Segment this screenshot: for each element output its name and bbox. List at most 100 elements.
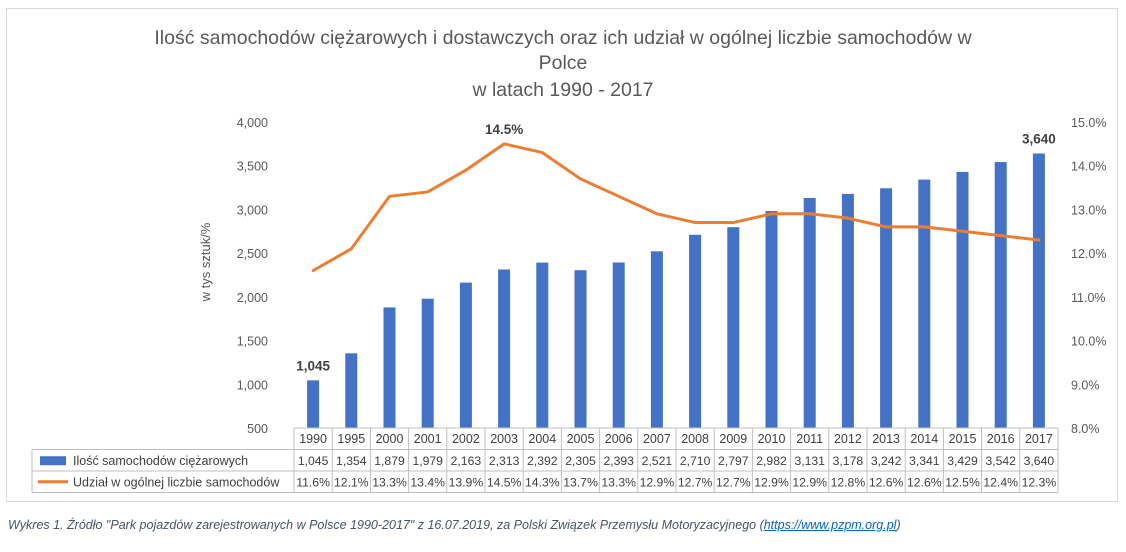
- table-cell: 3,640: [1024, 454, 1055, 468]
- x-tick-label: 1995: [337, 432, 365, 446]
- table-cell: 12.9%: [792, 475, 827, 489]
- table-cell: 12.1%: [334, 475, 369, 489]
- bar-2000: [383, 307, 396, 428]
- y2-tick-label: 14.0%: [1071, 160, 1106, 174]
- bar-2011: [803, 197, 816, 428]
- bar-1995: [345, 353, 358, 428]
- table-cell: 2,305: [565, 454, 596, 468]
- bar-2001: [421, 298, 434, 428]
- x-tick-label: 2002: [452, 432, 480, 446]
- table-cell: 2,521: [642, 454, 673, 468]
- caption-text: Wykres 1. Źródło "Park pojazdów zarejest…: [8, 518, 764, 532]
- table-cell: 12.9%: [640, 475, 675, 489]
- x-tick-label: 2010: [758, 432, 786, 446]
- source-link[interactable]: https://www.pzpm.org.pl: [763, 518, 897, 532]
- x-tick-label: 2008: [681, 432, 709, 446]
- bar-2008: [689, 234, 702, 428]
- x-tick-label: 2014: [910, 432, 938, 446]
- table-cell: 2,982: [756, 454, 787, 468]
- y2-tick-label: 12.0%: [1071, 247, 1106, 261]
- y-tick-label: 1,500: [237, 335, 268, 349]
- x-tick-label: 2012: [834, 432, 862, 446]
- data-label: 3,640: [1022, 131, 1056, 146]
- y-tick-label: 500: [247, 422, 268, 436]
- bar-2009: [727, 227, 740, 428]
- data-label: 1,045: [296, 358, 330, 373]
- chart-title-line: Polce: [539, 52, 588, 74]
- table-cell: 1,879: [374, 454, 405, 468]
- chart-title-line: w latach 1990 - 2017: [471, 79, 653, 101]
- bar-2010: [765, 211, 778, 428]
- share-line: [311, 142, 1041, 273]
- y2-tick-label: 15.0%: [1071, 116, 1106, 130]
- y2-tick-label: 10.0%: [1071, 335, 1106, 349]
- y-tick-label: 1,000: [237, 378, 268, 392]
- legend-swatch-bar: [40, 456, 66, 466]
- table-cell: 3,542: [985, 454, 1016, 468]
- table-cell: 12.5%: [945, 475, 980, 489]
- bar-2007: [650, 251, 663, 428]
- x-tick-label: 2009: [719, 432, 747, 446]
- y2-tick-label: 9.0%: [1071, 378, 1100, 392]
- bar-2006: [612, 262, 625, 428]
- table-cell: 12.4%: [983, 475, 1018, 489]
- bar-2017: [1032, 153, 1045, 428]
- y2-tick-label: 13.0%: [1071, 203, 1106, 217]
- chart-frame: [6, 8, 1118, 502]
- table-cell: 2,313: [489, 454, 520, 468]
- bar-2005: [574, 270, 587, 428]
- x-tick-label: 2001: [414, 432, 442, 446]
- table-cell: 12.7%: [716, 475, 751, 489]
- table-cell: 2,710: [680, 454, 711, 468]
- table-cell: 12.6%: [907, 475, 942, 489]
- table-cell: 13.7%: [563, 475, 598, 489]
- bar-2015: [956, 171, 969, 429]
- x-tick-label: 1990: [299, 432, 327, 446]
- table-cell: 2,163: [451, 454, 482, 468]
- x-tick-label: 2006: [605, 432, 633, 446]
- table-cell: 3,429: [947, 454, 978, 468]
- chart-title-line: Ilość samochodów ciężarowych i dostawczy…: [154, 27, 972, 49]
- x-tick-label: 2016: [987, 432, 1015, 446]
- x-tick-label: 2005: [567, 432, 595, 446]
- table-cell: 12.7%: [678, 475, 713, 489]
- bar-1990: [307, 380, 320, 428]
- figure-caption: Wykres 1. Źródło "Park pojazdów zarejest…: [8, 518, 901, 532]
- x-tick-label: 2017: [1025, 432, 1053, 446]
- caption-suffix: ): [896, 518, 901, 532]
- table-cell: 13.3%: [601, 475, 636, 489]
- x-tick-label: 2003: [490, 432, 518, 446]
- bar-2004: [536, 262, 549, 428]
- x-tick-label: 2007: [643, 432, 671, 446]
- legend-label: Udział w ogólnej liczbie samochodów: [73, 475, 280, 489]
- y2-tick-label: 11.0%: [1071, 291, 1106, 305]
- table-cell: 3,131: [794, 454, 825, 468]
- table-cell: 2,393: [603, 454, 634, 468]
- y-tick-label: 2,000: [237, 291, 268, 305]
- table-cell: 13.9%: [449, 475, 484, 489]
- table-cell: 1,354: [336, 454, 367, 468]
- y-tick-label: 4,000: [237, 116, 268, 130]
- bar-2016: [994, 162, 1007, 428]
- table-cell: 12.3%: [1022, 475, 1057, 489]
- bar-2012: [841, 193, 854, 428]
- table-cell: 12.8%: [831, 475, 866, 489]
- bar-2014: [918, 179, 931, 428]
- y2-tick-label: 8.0%: [1071, 422, 1100, 436]
- y-tick-label: 2,500: [237, 247, 268, 261]
- x-tick-label: 2015: [949, 432, 977, 446]
- table-cell: 13.4%: [410, 475, 445, 489]
- table-cell: 3,242: [871, 454, 902, 468]
- x-tick-label: 2004: [528, 432, 556, 446]
- table-cell: 11.6%: [296, 475, 330, 489]
- table-cell: 3,341: [909, 454, 940, 468]
- x-tick-label: 2011: [796, 432, 823, 446]
- table-cell: 3,178: [833, 454, 864, 468]
- table-cell: 1,979: [412, 454, 443, 468]
- x-tick-label: 2013: [872, 432, 900, 446]
- y-axis-label: w tys sztuk/%: [198, 222, 213, 302]
- table-cell: 14.5%: [487, 475, 522, 489]
- table-cell: 13.3%: [372, 475, 407, 489]
- table-cell: 2,797: [718, 454, 749, 468]
